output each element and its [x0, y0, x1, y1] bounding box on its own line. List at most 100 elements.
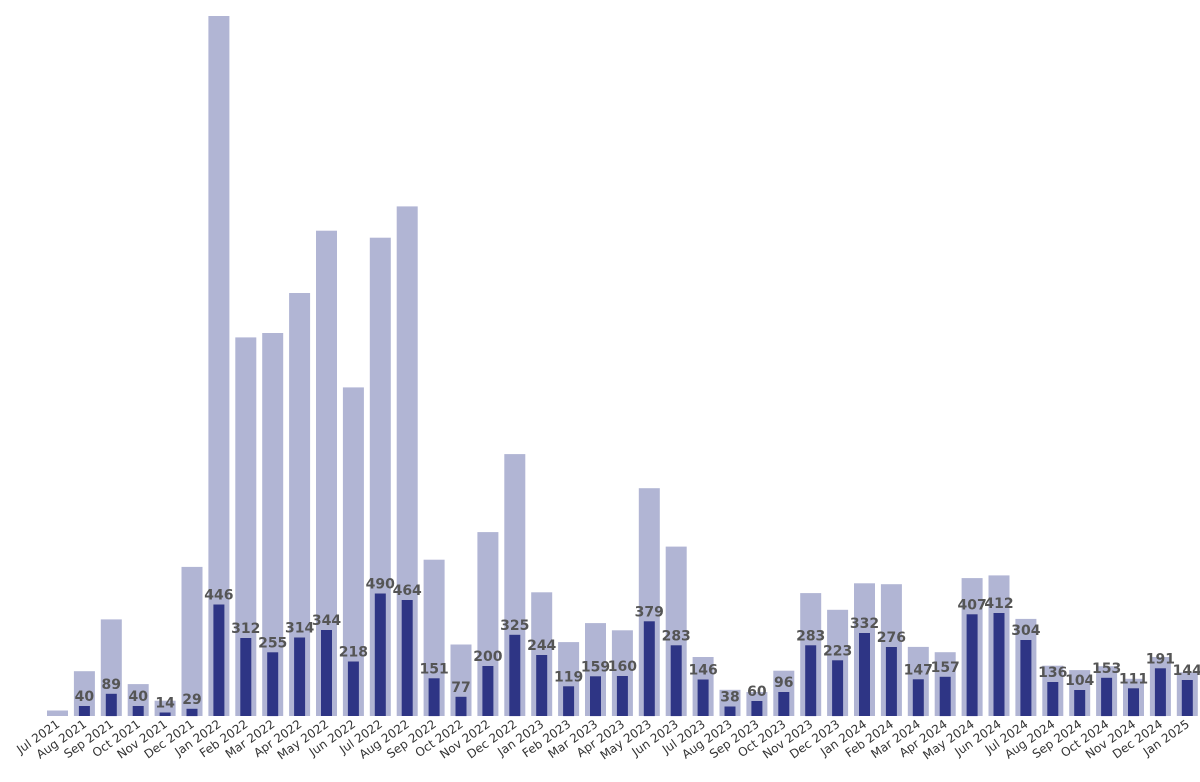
data-label-41: 191	[1146, 651, 1175, 667]
data-label-31: 276	[877, 630, 906, 646]
data-label-3: 40	[128, 689, 148, 705]
bar-dark-11	[347, 661, 359, 716]
bar-light-8	[262, 333, 284, 716]
bar-dark-31	[885, 647, 897, 716]
data-label-36: 304	[1011, 623, 1040, 639]
data-label-23: 283	[662, 628, 691, 644]
data-label-26: 60	[747, 684, 767, 700]
bar-dark-2	[105, 693, 117, 717]
bar-dark-17	[509, 634, 521, 717]
bar-dark-20	[590, 676, 601, 717]
bar-dark-33	[939, 676, 951, 717]
data-label-8: 255	[258, 635, 287, 651]
bar-dark-5	[186, 708, 198, 717]
bar-light-5	[181, 566, 203, 716]
data-label-14: 151	[419, 661, 448, 677]
bar-dark-16	[482, 666, 494, 716]
bar-dark-6	[213, 604, 225, 716]
data-label-32: 147	[904, 662, 933, 678]
data-label-20: 159	[581, 659, 610, 675]
bar-dark-26	[751, 701, 763, 716]
bar-light-13	[396, 206, 418, 716]
data-label-9: 314	[285, 621, 314, 637]
data-label-21: 160	[608, 659, 637, 675]
bar-light-10	[316, 230, 337, 716]
data-label-6: 446	[204, 588, 233, 604]
bar-light-7	[235, 337, 257, 716]
data-label-15: 77	[451, 680, 470, 696]
bar-dark-28	[805, 645, 817, 717]
data-label-40: 111	[1119, 671, 1148, 687]
data-label-27: 96	[774, 675, 793, 691]
data-label-39: 153	[1092, 661, 1121, 677]
data-label-24: 146	[688, 663, 717, 679]
bar-dark-42	[1181, 680, 1193, 716]
data-label-38: 104	[1065, 673, 1094, 689]
data-label-7: 312	[231, 621, 260, 637]
bar-dark-40	[1128, 688, 1139, 717]
data-label-17: 325	[500, 618, 529, 634]
bar-dark-23	[670, 645, 682, 717]
bar-dark-32	[912, 679, 924, 717]
bar-light-11	[342, 387, 364, 716]
bar-dark-13	[401, 600, 413, 716]
bar-dark-24	[697, 679, 709, 716]
bar-light-14	[423, 559, 445, 716]
data-label-13: 464	[393, 583, 422, 599]
series-dark-bars	[78, 593, 1193, 717]
data-label-11: 218	[339, 645, 368, 661]
bar-dark-15	[455, 696, 467, 717]
bar-dark-37	[1047, 682, 1059, 716]
data-label-12: 490	[366, 577, 395, 593]
bar-light-4	[154, 700, 176, 716]
bar-light-2	[100, 619, 122, 716]
data-label-42: 144	[1173, 663, 1200, 679]
bar-dark-29	[832, 660, 844, 717]
bar-dark-39	[1101, 677, 1113, 717]
bar-dark-27	[778, 692, 790, 716]
bar-dark-1	[78, 706, 90, 716]
data-label-35: 412	[984, 596, 1013, 612]
data-label-4: 14	[155, 696, 175, 712]
data-label-18: 244	[527, 638, 556, 654]
data-label-22: 379	[635, 604, 664, 620]
bar-dark-21	[616, 676, 628, 716]
bar-dark-38	[1074, 690, 1086, 716]
data-label-30: 332	[850, 616, 879, 632]
bar-light-1	[73, 671, 95, 716]
bar-dark-12	[374, 593, 386, 716]
data-label-10: 344	[312, 613, 341, 629]
bar-light-9	[289, 293, 311, 716]
bar-dark-19	[563, 686, 575, 717]
bar-light-6	[208, 16, 230, 716]
data-label-33: 157	[931, 660, 960, 676]
data-label-34: 407	[957, 597, 986, 613]
bar-dark-30	[859, 633, 870, 716]
bar-dark-25	[724, 706, 736, 716]
data-label-1: 40	[75, 689, 95, 705]
bar-dark-8	[267, 652, 279, 717]
data-label-25: 38	[720, 690, 739, 706]
data-label-29: 223	[823, 643, 852, 659]
bar-dark-36	[1020, 640, 1032, 716]
bar-light-0	[47, 710, 68, 716]
data-label-37: 136	[1038, 665, 1067, 681]
bar-dark-34	[966, 614, 978, 717]
data-label-2: 89	[102, 677, 121, 693]
data-label-19: 119	[554, 669, 583, 685]
bar-dark-10	[321, 630, 332, 716]
bar-dark-41	[1154, 668, 1166, 717]
series-light-bars	[47, 16, 1198, 716]
bar-dark-35	[993, 613, 1005, 716]
bar-dark-7	[240, 638, 252, 716]
bar-dark-3	[132, 706, 144, 716]
data-label-5: 29	[182, 692, 201, 708]
bar-dark-14	[428, 678, 440, 717]
bar-dark-9	[294, 637, 306, 716]
bar-dark-18	[536, 655, 548, 716]
data-label-16: 200	[473, 649, 502, 665]
bar-dark-4	[159, 712, 171, 716]
